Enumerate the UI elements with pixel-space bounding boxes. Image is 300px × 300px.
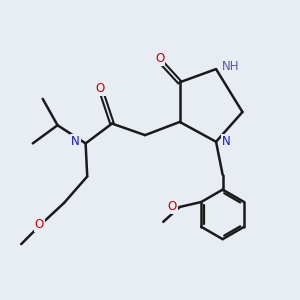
Text: O: O xyxy=(96,82,105,95)
Text: N: N xyxy=(71,135,80,148)
Text: O: O xyxy=(155,52,164,65)
Text: O: O xyxy=(168,200,177,214)
Text: O: O xyxy=(35,218,44,232)
Text: N: N xyxy=(222,135,231,148)
Text: NH: NH xyxy=(222,60,239,73)
